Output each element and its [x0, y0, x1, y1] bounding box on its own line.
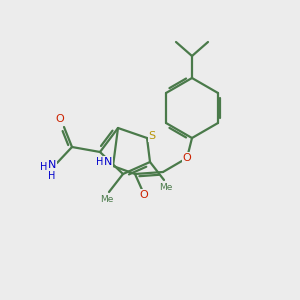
Text: O: O: [56, 114, 64, 124]
Text: N: N: [104, 157, 112, 167]
Text: H: H: [96, 157, 104, 167]
Text: N: N: [48, 160, 56, 170]
Text: H: H: [40, 162, 48, 172]
Text: S: S: [148, 131, 156, 141]
Text: H: H: [48, 171, 56, 181]
Text: O: O: [183, 153, 191, 163]
Text: Me: Me: [159, 184, 173, 193]
Text: Me: Me: [100, 196, 114, 205]
Text: O: O: [140, 190, 148, 200]
